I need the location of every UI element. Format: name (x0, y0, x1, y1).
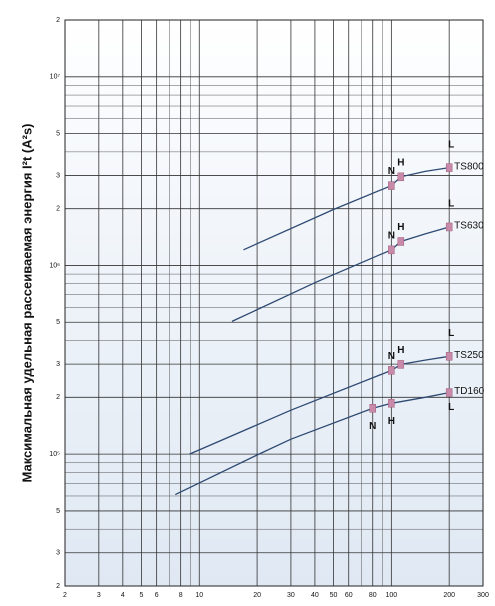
x-tick-label: 10 (195, 592, 203, 599)
x-tick-label: 4 (121, 592, 125, 599)
x-tick-label: 200 (443, 592, 455, 599)
x-tick-label: 20 (253, 592, 261, 599)
y-tick-label: 3 (56, 172, 60, 179)
series-line (231, 226, 450, 322)
x-tick-label: 300 (477, 592, 489, 599)
x-tick-label: 5 (139, 592, 143, 599)
point-label: H (397, 345, 404, 356)
point-marker (388, 245, 395, 255)
y-tick-label: 10⁵ (49, 451, 60, 458)
point-marker (397, 360, 405, 369)
point-marker (388, 366, 395, 375)
point-label: L (448, 402, 454, 413)
point-label: H (388, 416, 395, 427)
plot-border (64, 19, 484, 587)
x-tick-label: 60 (345, 592, 353, 599)
point-label: L (448, 139, 454, 150)
y-tick-label: 5 (56, 508, 60, 515)
y-tick-label: 2 (56, 17, 60, 24)
y-tick-label: 5 (56, 319, 60, 326)
point-label: L (448, 199, 454, 210)
point-marker (445, 352, 453, 361)
point-marker (445, 163, 453, 172)
x-tick-label: 2 (63, 592, 67, 599)
point-marker (397, 237, 405, 246)
series-name: TS250 (454, 350, 484, 361)
x-tick-label: 100 (386, 592, 398, 599)
point-marker (388, 399, 395, 408)
point-marker (445, 388, 453, 397)
x-tick-label: 80 (369, 592, 377, 599)
x-tick-label: 50 (330, 592, 338, 599)
x-tick-label: 8 (179, 592, 183, 599)
point-label: N (388, 166, 395, 177)
point-label: N (388, 351, 395, 362)
point-label: N (369, 421, 376, 432)
point-marker (369, 404, 376, 413)
y-tick-label: 10⁷ (50, 74, 61, 81)
y-axis-title: Максимальная удельная рассеиваемая энерг… (19, 123, 34, 482)
series-line (243, 166, 450, 251)
point-marker (397, 172, 405, 182)
x-tick-label: 6 (155, 592, 159, 599)
y-tick-label: 3 (56, 361, 60, 368)
point-label: H (397, 157, 404, 168)
plot-area (65, 20, 483, 586)
point-marker (388, 181, 395, 190)
y-tick-label: 2 (56, 583, 60, 590)
series-line (189, 355, 450, 455)
x-tick-label: 30 (287, 592, 295, 599)
point-marker (445, 222, 453, 232)
y-tick-label: 5 (56, 130, 60, 137)
series-name: TD160 (454, 386, 484, 397)
y-tick-label: 3 (56, 550, 60, 557)
x-tick-label: 40 (311, 592, 319, 599)
x-tick-label: 3 (97, 592, 101, 599)
point-label: L (448, 328, 454, 339)
y-tick-label: 2 (56, 394, 60, 401)
y-tick-label: 2 (56, 206, 60, 213)
point-label: H (397, 222, 404, 233)
series-name: TS800 (454, 161, 484, 172)
point-label: N (388, 230, 395, 241)
series-name: TS630 (454, 221, 484, 232)
y-tick-label: 10⁶ (49, 262, 60, 269)
